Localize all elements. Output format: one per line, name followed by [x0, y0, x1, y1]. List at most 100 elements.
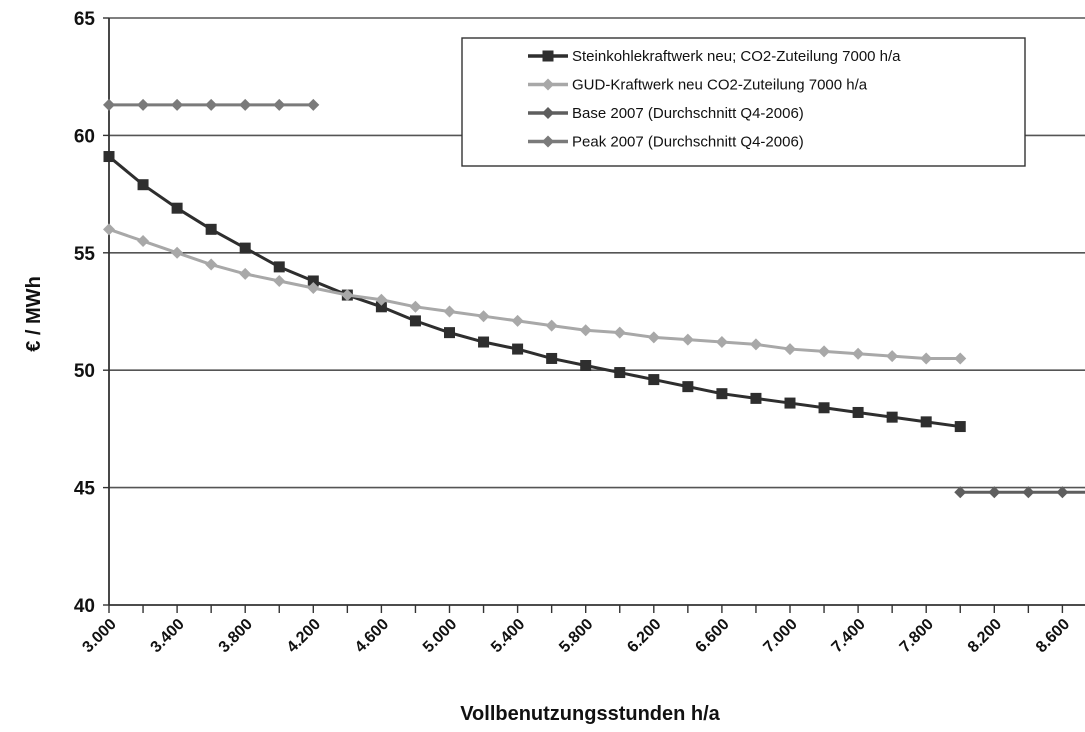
series-1-point-8000 — [954, 421, 966, 433]
y-tick-label-45: 45 — [74, 479, 96, 500]
series-1-point-5400 — [512, 343, 524, 355]
series-2-point-8000 — [954, 352, 967, 365]
y-axis-title: € / MWh — [23, 276, 45, 352]
series-2-point-5200 — [477, 310, 490, 323]
series-1-point-7600 — [886, 411, 898, 423]
series-1-point-4200 — [307, 275, 319, 287]
series-2-point-3200 — [137, 235, 150, 248]
legend-swatch-marker-3 — [542, 107, 554, 119]
series-1-line — [108, 155, 961, 429]
series-1-point-7800 — [920, 416, 932, 428]
x-tick-label-8600: 8.600 — [1033, 616, 1073, 656]
series-1-point-4800 — [409, 315, 421, 327]
series-1-point-6600 — [716, 388, 728, 400]
x-tick-label-7800: 7.800 — [897, 616, 937, 656]
series-2-point-4200 — [307, 282, 320, 295]
series-4 — [103, 98, 320, 111]
y-tick-label-65: 65 — [74, 9, 96, 30]
series-2 — [103, 223, 967, 365]
x-axis-title: Vollbenutzungsstunden h/a — [460, 703, 720, 725]
series-1-point-3000 — [103, 151, 115, 163]
y-tick-label-50: 50 — [74, 361, 95, 382]
series-3 — [954, 486, 1085, 499]
series-2-point-4800 — [409, 300, 422, 313]
series-4-point-3800 — [239, 98, 252, 111]
series-4-point-4200 — [307, 98, 320, 111]
series-2-point-4600 — [375, 293, 388, 306]
series-4-point-4000 — [273, 98, 286, 111]
series-1-point-6800 — [750, 392, 762, 404]
series-1 — [103, 151, 966, 433]
legend-swatch-marker-4 — [542, 135, 554, 148]
x-tick-label-5800: 5.800 — [556, 616, 596, 656]
series-2-point-6000 — [613, 326, 626, 339]
series-4-point-3400 — [171, 98, 184, 111]
series-4-point-3200 — [137, 98, 150, 111]
x-tick-label-3400: 3.400 — [148, 616, 188, 656]
series-3-point-8400 — [1022, 486, 1035, 499]
series-3-point-8000 — [954, 486, 967, 499]
legend-swatch-marker-1 — [542, 50, 554, 62]
series-1-point-3800 — [239, 242, 251, 254]
y-tick-label-55: 55 — [74, 244, 96, 265]
series-1-point-7400 — [852, 406, 864, 418]
x-tick-label-5400: 5.400 — [488, 616, 528, 656]
x-tick-label-8200: 8.200 — [965, 616, 1005, 656]
series-1-point-7000 — [784, 397, 796, 409]
series-2-point-7600 — [886, 350, 899, 363]
legend: Steinkohlekraftwerk neu; CO2-Zuteilung 7… — [461, 37, 1026, 167]
series-2-point-4400 — [341, 289, 354, 302]
series-2-point-7800 — [920, 352, 933, 365]
y-tick-label-40: 40 — [74, 596, 95, 617]
x-tick-label-7000: 7.000 — [760, 616, 800, 656]
series-2-point-7000 — [784, 343, 796, 356]
series-1-point-3200 — [137, 179, 149, 191]
series-3-point-8200 — [988, 486, 1001, 499]
series-1-point-6400 — [682, 381, 694, 393]
series-2-point-6200 — [647, 331, 660, 344]
series-2-point-5000 — [443, 305, 456, 318]
x-tick-label-6600: 6.600 — [692, 616, 732, 656]
series-3-point-8600 — [1056, 486, 1069, 499]
series-2-point-3400 — [171, 246, 184, 259]
legend-entry-2: GUD-Kraftwerk neu CO2-Zuteilung 7000 h/a — [572, 77, 868, 94]
series-layer — [103, 98, 1085, 499]
series-1-point-6200 — [648, 374, 660, 386]
x-tick-label-5000: 5.000 — [420, 616, 460, 656]
series-2-point-5400 — [511, 314, 524, 327]
x-tick-label-3800: 3.800 — [216, 616, 256, 656]
series-2-point-6400 — [681, 333, 694, 346]
series-4-point-3600 — [205, 98, 218, 111]
series-2-point-4000 — [273, 274, 286, 287]
series-1-point-5000 — [444, 327, 455, 339]
series-2-point-5800 — [579, 324, 592, 337]
legend-box — [461, 37, 1026, 167]
series-2-point-6800 — [749, 338, 762, 351]
series-1-point-3400 — [171, 202, 183, 214]
series-2-point-7200 — [818, 345, 831, 358]
legend-entry-4: Peak 2007 (Durchschnitt Q4-2006) — [572, 134, 804, 151]
x-tick-label-7400: 7.400 — [829, 616, 869, 656]
series-1-point-6000 — [614, 367, 626, 379]
series-1-point-4600 — [375, 301, 387, 313]
legend-entry-1: Steinkohlekraftwerk neu; CO2-Zuteilung 7… — [572, 48, 901, 65]
series-2-point-3600 — [205, 258, 218, 271]
x-tick-label-6200: 6.200 — [624, 616, 664, 656]
x-tick-label-3000: 3.000 — [79, 616, 119, 656]
legend-entry-3: Base 2007 (Durchschnitt Q4-2006) — [572, 105, 804, 122]
series-2-point-3000 — [103, 223, 115, 236]
series-4-point-3000 — [103, 98, 115, 111]
legend-swatch-marker-2 — [542, 78, 554, 91]
series-2-point-5600 — [545, 319, 558, 332]
series-1-point-7200 — [818, 402, 830, 414]
x-tick-label-4600: 4.600 — [352, 616, 392, 656]
series-1-point-5200 — [478, 336, 490, 348]
series-1-point-4000 — [273, 261, 285, 273]
x-tick-label-4200: 4.200 — [284, 616, 324, 656]
series-1-point-5800 — [580, 360, 592, 372]
series-2-line — [108, 227, 961, 360]
series-2-point-6600 — [715, 336, 728, 349]
series-1-point-5600 — [546, 352, 558, 364]
